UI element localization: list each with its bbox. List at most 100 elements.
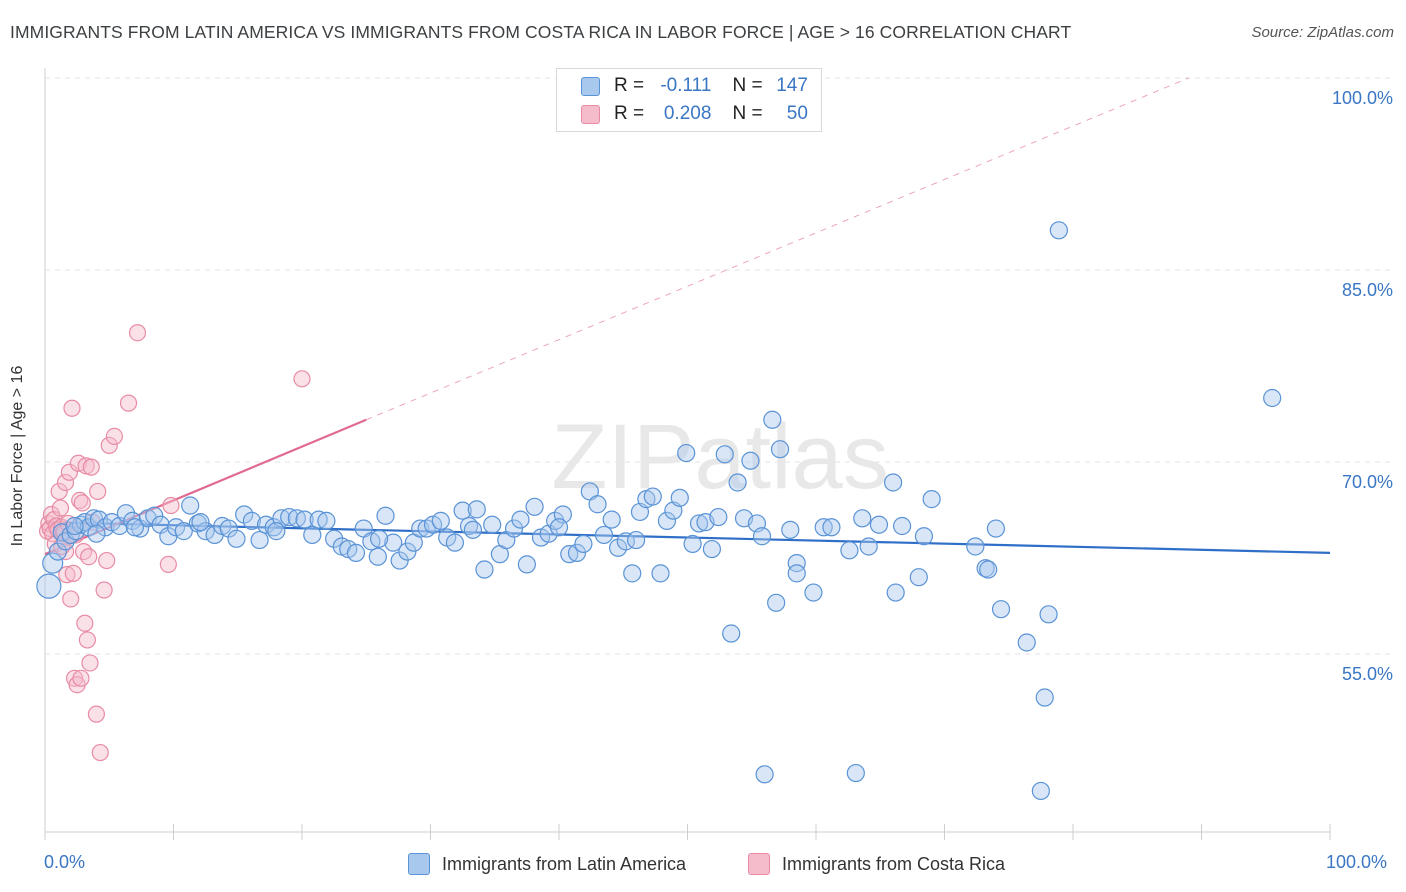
legend-row-latin-america: R = -0.111 N = 147	[581, 73, 808, 99]
data-point-latin-america	[267, 522, 286, 541]
data-point-latin-america	[623, 564, 642, 583]
bottom-legend-label: Immigrants from Costa Rica	[782, 853, 1006, 874]
data-point-latin-america	[475, 560, 494, 579]
data-point-costa-rica	[98, 551, 116, 570]
data-point-costa-rica	[71, 491, 89, 509]
data-point-latin-america	[191, 513, 210, 532]
data-point-costa-rica	[51, 499, 70, 517]
data-point-latin-america	[463, 520, 483, 539]
legend-swatch-blue	[581, 76, 600, 96]
data-point-latin-america	[1049, 221, 1068, 240]
data-point-latin-america	[594, 525, 614, 545]
data-point-latin-america	[346, 543, 366, 562]
data-point-latin-america	[250, 530, 269, 550]
legend-n-value: 50	[786, 103, 808, 124]
data-point-latin-america	[445, 533, 465, 552]
data-point-latin-america	[87, 524, 106, 543]
data-point-latin-america	[787, 554, 806, 573]
data-point-latin-america	[368, 547, 387, 566]
data-point-latin-america	[317, 511, 336, 530]
data-point-latin-america	[376, 506, 395, 525]
data-point-latin-america	[483, 515, 502, 534]
data-point-latin-america	[702, 539, 722, 559]
data-point-latin-america	[1031, 781, 1050, 801]
x-tick-label-min: 0.0%	[44, 852, 86, 872]
data-point-costa-rica	[73, 494, 91, 512]
data-point-latin-america	[677, 443, 696, 463]
data-point-costa-rica	[159, 555, 177, 574]
data-point-latin-america	[504, 519, 524, 538]
data-point-latin-america	[1017, 633, 1036, 652]
data-point-costa-rica	[58, 566, 76, 584]
axes	[44, 68, 1331, 840]
data-point-latin-america	[574, 534, 593, 554]
data-point-latin-america	[787, 564, 806, 583]
data-point-latin-america	[242, 511, 261, 530]
y-tick-label: 100.0%	[1332, 88, 1393, 108]
data-point-latin-america	[36, 573, 62, 599]
data-point-latin-america	[683, 534, 702, 554]
source-credit: Source: ZipAtlas.com	[1251, 24, 1394, 41]
data-point-costa-rica	[56, 473, 75, 492]
data-point-latin-america	[892, 516, 912, 536]
data-point-latin-america	[689, 514, 709, 533]
legend-swatch-blue	[408, 853, 430, 875]
data-point-latin-america	[709, 507, 728, 527]
data-point-costa-rica	[72, 669, 90, 687]
data-point-latin-america	[840, 541, 859, 560]
data-point-latin-america	[588, 495, 607, 514]
data-point-latin-america	[846, 763, 865, 783]
bottom-legend-label: Immigrants from Latin America	[442, 853, 687, 874]
data-point-latin-america	[125, 518, 145, 537]
data-point-latin-america	[728, 473, 747, 492]
data-point-latin-america	[1263, 388, 1282, 408]
x-tick-label-max: 100.0%	[1326, 852, 1388, 872]
data-point-latin-america	[966, 537, 985, 556]
data-point-costa-rica	[100, 436, 118, 454]
data-point-latin-america	[883, 473, 903, 492]
data-point-latin-america	[181, 496, 200, 515]
data-point-latin-america	[767, 593, 786, 612]
data-point-latin-america	[309, 510, 328, 529]
data-point-latin-america	[431, 511, 450, 530]
data-point-costa-rica	[82, 458, 100, 476]
data-point-costa-rica	[60, 463, 79, 481]
legend-r-label: R =	[614, 103, 645, 124]
data-point-latin-america	[909, 568, 928, 587]
data-point-latin-america	[822, 518, 841, 537]
data-point-latin-america	[979, 560, 998, 579]
data-point-latin-america	[174, 522, 193, 541]
data-point-costa-rica	[293, 370, 311, 388]
data-point-latin-america	[511, 510, 530, 529]
data-point-latin-america	[752, 527, 772, 546]
data-point-latin-america	[763, 410, 782, 429]
data-point-costa-rica	[74, 542, 93, 561]
data-point-costa-rica	[95, 581, 113, 599]
data-point-latin-america	[643, 487, 662, 506]
y-tick-label: 85.0%	[1342, 280, 1393, 300]
data-point-costa-rica	[62, 590, 80, 608]
data-point-latin-america	[869, 515, 889, 534]
data-point-latin-america	[804, 583, 823, 602]
data-point-latin-america	[853, 509, 872, 528]
data-point-latin-america	[453, 501, 472, 520]
data-point-costa-rica	[76, 614, 94, 632]
data-point-latin-america	[914, 527, 934, 546]
data-point-costa-rica	[162, 496, 180, 515]
legend-n-label: N =	[732, 103, 763, 124]
data-point-costa-rica	[105, 427, 123, 445]
data-point-latin-america	[517, 555, 536, 574]
data-point-latin-america	[227, 529, 246, 548]
data-point-costa-rica	[128, 324, 147, 342]
data-point-latin-america	[384, 533, 403, 552]
data-point-latin-america	[781, 520, 800, 539]
bottom-legend-latin-america: Immigrants from Latin America	[408, 852, 686, 876]
y-tick-labels: 55.0% 70.0% 85.0% 100.0%	[1332, 88, 1393, 684]
legend-r-value: -0.111	[660, 75, 712, 96]
data-point-costa-rica	[78, 631, 97, 649]
data-point-latin-america	[325, 529, 344, 548]
data-point-latin-america	[48, 542, 67, 561]
data-point-latin-america	[467, 500, 486, 519]
series-latin-america	[36, 221, 1282, 801]
